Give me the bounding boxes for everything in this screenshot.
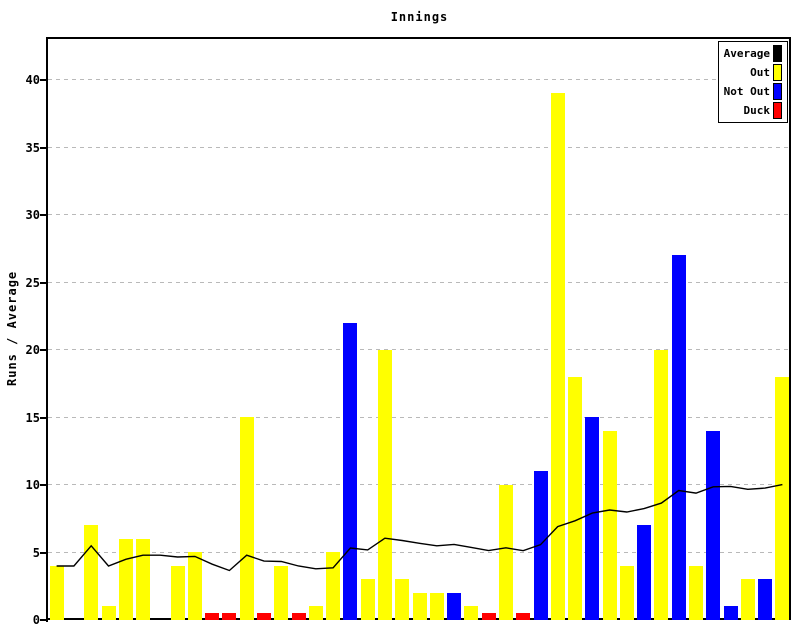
y-axis-tick-5 — [40, 551, 47, 554]
bar-out-innings-16 — [308, 606, 323, 620]
y-axis-tick-label-25: 25 — [25, 275, 40, 290]
bar-out-innings-34 — [619, 566, 634, 620]
bar-out-innings-5 — [118, 539, 133, 620]
bar-out-innings-25 — [464, 606, 479, 620]
y-axis-tick-30 — [40, 214, 47, 216]
bar-out-innings-12 — [239, 417, 254, 620]
bar-out-innings-1 — [49, 566, 64, 620]
bar-duck-innings-11 — [222, 613, 237, 620]
gridline-15 — [48, 416, 791, 418]
legend-item-average: Average — [721, 44, 782, 63]
bar-out-innings-8 — [170, 566, 185, 620]
bar-out-innings-9 — [187, 552, 202, 620]
bar-duck-innings-28 — [516, 613, 531, 620]
bar-not-out-innings-32 — [585, 417, 600, 620]
bar-out-innings-27 — [498, 485, 513, 620]
bar-out-innings-14 — [274, 566, 289, 620]
bar-out-innings-6 — [136, 539, 150, 620]
bar-not-out-innings-40 — [723, 606, 738, 620]
legend-label-duck: Duck — [743, 104, 771, 117]
legend-swatch-duck-icon — [773, 102, 782, 119]
y-axis-tick-label-20: 20 — [25, 343, 40, 357]
legend-label-average: Average — [723, 47, 770, 60]
gridline-5 — [48, 551, 791, 553]
bar-duck-innings-10 — [205, 613, 220, 620]
y-axis — [46, 37, 48, 622]
bar-out-innings-20 — [377, 350, 392, 620]
y-axis-tick-label-35: 35 — [25, 140, 40, 155]
bar-out-innings-19 — [360, 579, 375, 620]
legend-label-out: Out — [750, 66, 770, 79]
gridline-30 — [48, 214, 791, 215]
legend-item-duck: Duck — [721, 101, 782, 120]
bar-not-out-innings-42 — [758, 579, 773, 620]
bar-out-innings-17 — [326, 552, 341, 620]
average-line-layer — [56, 483, 783, 572]
legend: Average Out Not Out Duck — [718, 41, 788, 123]
y-axis-tick-label-15: 15 — [25, 410, 40, 425]
legend-label-not-out: Not Out — [723, 85, 770, 98]
y-axis-tick-40 — [40, 79, 47, 81]
y-axis-tick-15 — [40, 416, 47, 419]
bar-not-out-innings-29 — [533, 471, 548, 620]
gridline-25 — [48, 281, 791, 283]
bar-out-innings-23 — [429, 593, 444, 620]
average-line — [56, 483, 783, 572]
y-axis-tick-25 — [40, 281, 47, 284]
bar-out-innings-36 — [654, 350, 669, 620]
y-axis-tick-label-40: 40 — [25, 73, 40, 87]
bar-duck-innings-13 — [257, 613, 271, 620]
y-axis-tick-10 — [40, 484, 47, 486]
gridline-40 — [48, 79, 791, 80]
legend-item-not-out: Not Out — [721, 82, 782, 101]
legend-swatch-not-out-icon — [773, 83, 782, 100]
bar-out-innings-30 — [550, 93, 565, 620]
plot-area — [48, 37, 791, 620]
bar-not-out-innings-35 — [637, 525, 652, 620]
bar-out-innings-41 — [740, 579, 755, 620]
bar-duck-innings-26 — [481, 613, 496, 620]
gridline-35 — [48, 146, 791, 148]
bar-out-innings-3 — [84, 525, 99, 620]
y-axis-tick-label-30: 30 — [25, 208, 40, 222]
legend-swatch-out-icon — [773, 64, 782, 81]
bar-not-out-innings-37 — [671, 255, 686, 620]
bar-out-innings-38 — [689, 566, 703, 620]
y-axis-tick-0 — [40, 619, 47, 621]
y-axis-title: Runs / Average — [5, 270, 19, 387]
bar-out-innings-22 — [412, 593, 427, 620]
chart-title: Innings — [390, 10, 449, 24]
y-axis-tick-35 — [40, 146, 47, 149]
gridline-10 — [48, 484, 791, 485]
bar-out-innings-43 — [775, 377, 790, 620]
bar-not-out-innings-39 — [706, 431, 721, 620]
y-axis-tick-20 — [40, 349, 47, 351]
plot-border-right — [789, 37, 791, 620]
y-axis-tick-label-10: 10 — [25, 478, 40, 492]
gridline-20 — [48, 349, 791, 350]
plot-border-top — [48, 37, 791, 39]
bar-out-innings-21 — [395, 579, 410, 620]
y-axis-tick-label-0: 0 — [32, 613, 40, 627]
bar-out-innings-31 — [568, 377, 582, 620]
bar-not-out-innings-24 — [447, 593, 462, 620]
legend-item-out: Out — [721, 63, 782, 82]
bar-not-out-innings-18 — [343, 323, 358, 620]
y-axis-tick-label-5: 5 — [32, 545, 40, 560]
legend-swatch-average-icon — [773, 45, 782, 62]
bar-out-innings-33 — [602, 431, 617, 620]
bar-duck-innings-15 — [291, 613, 306, 620]
bar-out-innings-4 — [101, 606, 116, 620]
